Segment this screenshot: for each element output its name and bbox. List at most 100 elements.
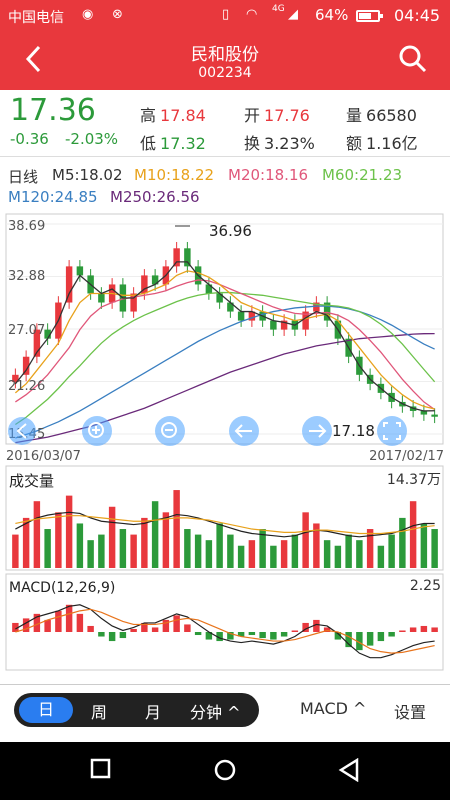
volume-bar bbox=[259, 529, 266, 568]
system-nav-bar bbox=[0, 742, 450, 800]
volume-bars bbox=[12, 490, 438, 568]
volume-bar bbox=[87, 540, 94, 568]
period-month-tab[interactable]: 月 bbox=[145, 703, 162, 722]
candle-body bbox=[141, 275, 148, 294]
volume-bar bbox=[194, 534, 202, 568]
macd-histogram-bar bbox=[205, 632, 213, 640]
zoom-out-icon bbox=[161, 422, 177, 438]
volume-bar bbox=[280, 540, 288, 568]
y-tick-label: 21.26 bbox=[8, 379, 45, 394]
settings-button[interactable]: 设置 bbox=[394, 703, 427, 722]
macd-histogram-bar bbox=[12, 622, 19, 632]
clock: 04:45 bbox=[394, 6, 441, 25]
macd-histogram-bar bbox=[420, 625, 428, 632]
battery-icon bbox=[356, 10, 383, 22]
volume-bar bbox=[334, 545, 342, 568]
ma120-label: M120:24.85 bbox=[8, 188, 98, 206]
volume-bar bbox=[237, 545, 245, 568]
status-bar: 中国电信 ◉ ⊗ ▯ ◠ 4G ◢ 64% 04:45 bbox=[0, 0, 450, 32]
volume-bar bbox=[33, 501, 41, 568]
signal-icon: ◢ bbox=[288, 7, 298, 22]
ma120-line bbox=[15, 305, 435, 439]
high-annotation: 36.96 bbox=[209, 222, 252, 240]
ma5-line bbox=[14, 261, 435, 412]
kline-chart-svg[interactable]: 38.69 32.88 27.07 21.26 15.45 36.96 17.1… bbox=[0, 208, 450, 672]
volume-bar bbox=[22, 517, 30, 568]
volume-title: 成交量 bbox=[9, 472, 54, 490]
period-week-tab[interactable]: 周 bbox=[91, 703, 108, 722]
stock-code: 002234 bbox=[198, 65, 252, 81]
volume-ma-line bbox=[15, 515, 435, 535]
candle-body bbox=[227, 302, 234, 312]
volume-bar bbox=[227, 534, 234, 568]
macd-histogram-bar bbox=[119, 632, 127, 639]
back-icon[interactable] bbox=[24, 44, 44, 81]
arrow-left-icon bbox=[16, 423, 27, 439]
volume-bar bbox=[119, 529, 127, 568]
open-value: 17.76 bbox=[264, 106, 310, 125]
volume-bar bbox=[44, 529, 51, 568]
turnover-label: 换 bbox=[244, 134, 261, 153]
volume-bar bbox=[399, 517, 406, 568]
wifi-icon: ◠ bbox=[246, 7, 258, 22]
macd-histogram-bar bbox=[248, 632, 256, 636]
macd-panel-frame bbox=[5, 573, 444, 671]
volume-bar bbox=[313, 523, 320, 568]
macd-max-label: 2.25 bbox=[410, 578, 441, 594]
search-icon[interactable] bbox=[398, 44, 428, 78]
macd-histogram-bar bbox=[227, 632, 234, 640]
macd-histogram-bar bbox=[194, 632, 202, 636]
indicator-selector[interactable]: MACD ^ bbox=[300, 699, 367, 718]
volume-bar bbox=[130, 534, 137, 568]
scroll-left-button[interactable] bbox=[229, 416, 259, 446]
macd-histogram-bar bbox=[151, 627, 159, 632]
candle-body bbox=[323, 302, 331, 321]
macd-histogram-bar bbox=[162, 619, 170, 632]
recent-apps-icon[interactable] bbox=[90, 758, 112, 784]
macd-bars bbox=[12, 604, 438, 659]
volume-bar bbox=[162, 512, 170, 568]
candle-body bbox=[302, 311, 309, 330]
zoom-in-icon bbox=[88, 422, 104, 438]
volume-bar bbox=[141, 517, 148, 568]
macd-histogram-bar bbox=[33, 613, 41, 632]
volume-bar bbox=[409, 501, 417, 568]
candle-body bbox=[248, 311, 256, 321]
fullscreen-button[interactable] bbox=[377, 416, 407, 446]
volume-bar bbox=[356, 540, 363, 568]
battery-percent: 64% bbox=[315, 6, 349, 24]
macd-histogram-bar bbox=[98, 632, 105, 637]
period-minute-tab[interactable]: 分钟 ^ bbox=[190, 703, 241, 722]
zoom-in-button[interactable] bbox=[82, 416, 112, 446]
macd-dif-line bbox=[15, 604, 435, 659]
ma5-label: M5:18.02 bbox=[52, 166, 123, 184]
macd-histogram-bar bbox=[237, 632, 245, 637]
candle-body bbox=[173, 248, 180, 267]
period-day-tab[interactable]: 日 bbox=[19, 697, 73, 723]
end-date-label: 2017/02/17 bbox=[369, 449, 444, 464]
open-field: 开 17.76 bbox=[244, 102, 310, 126]
scroll-left-start-button[interactable] bbox=[8, 417, 36, 445]
candle-body bbox=[44, 329, 51, 339]
kline-chart-area[interactable]: 38.69 32.88 27.07 21.26 15.45 36.96 17.1… bbox=[0, 208, 450, 672]
candle-body bbox=[22, 356, 30, 375]
scroll-right-button[interactable] bbox=[302, 416, 332, 446]
y-tick-label: 27.07 bbox=[8, 323, 45, 338]
macd-histogram-bar bbox=[345, 632, 352, 648]
macd-histogram-bar bbox=[44, 619, 51, 632]
macd-histogram-bar bbox=[377, 632, 385, 642]
vibrate-icon: ▯ bbox=[222, 7, 230, 22]
macd-histogram-bar bbox=[302, 622, 309, 632]
candle-body bbox=[65, 266, 73, 303]
amount-field: 额 1.16亿 bbox=[346, 130, 418, 154]
volume-value: 66580 bbox=[366, 106, 417, 125]
zoom-out-button[interactable] bbox=[155, 416, 185, 446]
period-selector: 日 周 月 分钟 ^ bbox=[14, 693, 259, 727]
volume-bar bbox=[431, 529, 438, 568]
macd-histogram-bar bbox=[216, 632, 223, 642]
volume-bar bbox=[216, 523, 223, 568]
title-bar: 民和股份 002234 bbox=[0, 32, 450, 90]
price-change-percent: -2.03% bbox=[65, 130, 119, 148]
back-nav-icon[interactable] bbox=[338, 757, 360, 786]
home-icon[interactable] bbox=[213, 758, 237, 786]
